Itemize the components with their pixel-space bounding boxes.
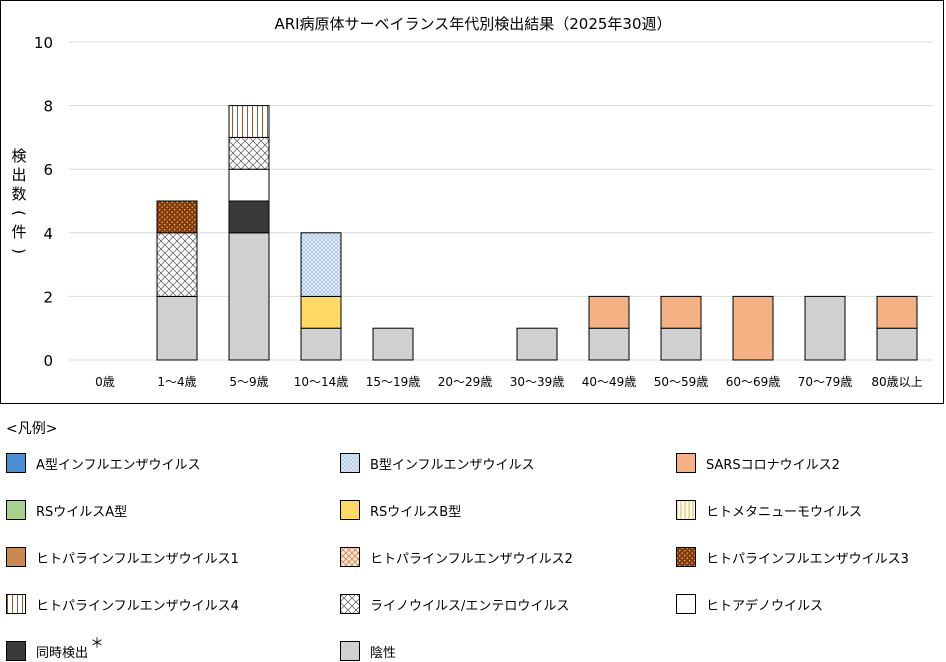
legend-label: 同時検出: [36, 645, 89, 661]
legend-header: <凡例>: [6, 421, 58, 437]
legend-swatch: [340, 594, 360, 614]
legend-label: SARSコロナウイルス2: [706, 457, 840, 473]
legend-label: ヒトパラインフルエンザウイルス1: [36, 551, 239, 567]
legend-swatch: [676, 500, 696, 520]
bar-segment-neg: [372, 327, 414, 361]
x-tick-label: 60〜69歳: [726, 375, 781, 389]
bar-segment-hpiv3: [156, 200, 198, 234]
bar-segment-hpiv4: [228, 105, 270, 138]
bar-segment-neg: [516, 327, 558, 361]
bar-segment-coinf: [228, 200, 270, 234]
legend-item-hmpv: ヒトメタニューモウイルス: [676, 499, 862, 521]
legend-item-hpiv4: ヒトパラインフルエンザウイルス4: [6, 593, 239, 615]
legend-swatch: [6, 453, 26, 473]
legend-swatch: [6, 500, 26, 520]
y-tick-label: 8: [43, 98, 53, 116]
legend-item-rsv_a: RSウイルスA型: [6, 499, 127, 521]
legend-label: 陰性: [370, 645, 397, 661]
legend-label: RSウイルスA型: [36, 504, 128, 520]
y-tick-label: 10: [34, 34, 53, 52]
legend-item-hpiv1: ヒトパラインフルエンザウイルス1: [6, 546, 239, 568]
bar-segment-sars2: [876, 295, 918, 329]
bars: [156, 105, 918, 361]
legend-item-hpiv2: ヒトパラインフルエンザウイルス2: [340, 546, 573, 568]
y-axis-label-char: 件: [11, 223, 26, 241]
bar-segment-adeno: [228, 168, 270, 202]
legend-swatch: [676, 453, 696, 473]
bar-segment-neg: [804, 295, 846, 361]
gridlines: [69, 41, 933, 361]
bar-segment-sars2: [588, 295, 630, 329]
x-tick-label: 20〜29歳: [438, 375, 493, 389]
legend-label: ヒトパラインフルエンザウイルス3: [706, 551, 909, 567]
legend-swatch: [340, 547, 360, 567]
legend-swatch: [340, 453, 360, 473]
legend-swatch: [6, 594, 26, 614]
legend-label: ヒトパラインフルエンザウイルス4: [36, 598, 239, 614]
bar-segment-neg: [300, 327, 342, 361]
x-tick-label: 80歳以上: [871, 375, 922, 389]
y-tick-label: 4: [43, 225, 53, 243]
bar-segment-neg: [660, 327, 702, 361]
x-tick-label: 40〜49歳: [582, 375, 637, 389]
bar-segment-neg: [588, 327, 630, 361]
bar-segment-flu_b: [300, 232, 342, 297]
legend-item-neg: 陰性: [340, 640, 396, 662]
x-tick-label: 0歳: [95, 375, 115, 389]
legend-label: RSウイルスB型: [370, 504, 462, 520]
bar-segment-sars2: [660, 295, 702, 329]
legend-label: ヒトメタニューモウイルス: [706, 504, 863, 520]
legend-item-adeno: ヒトアデノウイルス: [676, 593, 823, 615]
x-tick-label: 30〜39歳: [510, 375, 565, 389]
legend-swatch: [340, 641, 360, 661]
y-axis-label-char: (: [10, 210, 28, 216]
legend-item-sars2: SARSコロナウイルス2: [676, 452, 840, 474]
legend-swatch: [676, 547, 696, 567]
legend-label: A型インフルエンザウイルス: [36, 457, 201, 473]
x-tick-label: 50〜59歳: [654, 375, 709, 389]
legend-swatch: [6, 547, 26, 567]
legend-label: B型インフルエンザウイルス: [370, 457, 535, 473]
y-tick-label: 0: [43, 352, 53, 370]
chart-plot: ARI病原体サーベイランス年代別検出結果（2025年30週） 0 2 4 6 8 10 0…: [10, 15, 933, 389]
chart-frame: ARI病原体サーベイランス年代別検出結果（2025年30週） 0 2 4 6 8 10 0…: [0, 0, 944, 404]
x-tick-label: 10〜14歳: [294, 375, 349, 389]
legend-swatch: [676, 594, 696, 614]
legend-item-rhino: ライノウイルス/エンテロウイルス: [340, 593, 569, 615]
bar-segment-rhino: [228, 136, 270, 170]
bar-segment-neg: [228, 232, 270, 361]
bar-segment-rsv_b: [300, 295, 342, 329]
legend-item-flu_a: A型インフルエンザウイルス: [6, 452, 201, 474]
y-axis-label-char: 出: [11, 166, 26, 184]
y-axis-label-char: ): [10, 248, 28, 254]
legend-item-flu_b: B型インフルエンザウイルス: [340, 452, 535, 474]
bar-segment-sars2: [732, 295, 774, 361]
bar-segment-neg: [876, 327, 918, 361]
x-tick-label: 5〜9歳: [229, 375, 268, 389]
y-tick-label: 6: [43, 161, 53, 179]
x-tick-label: 15〜19歳: [366, 375, 421, 389]
y-axis-label: 検出数 ( 件): [10, 147, 28, 254]
y-axis-ticks: 0 2 4 6 8 10: [34, 34, 53, 370]
legend-swatch: [340, 500, 360, 520]
x-tick-label: 70〜79歳: [798, 375, 853, 389]
y-tick-label: 2: [43, 288, 53, 306]
legend-item-coinf: 同時検出＊: [6, 636, 104, 662]
legend-item-rsv_b: RSウイルスB型: [340, 499, 461, 521]
legend-label: ライノウイルス/エンテロウイルス: [370, 598, 570, 614]
x-axis-ticks: 0歳 1〜4歳 5〜9歳 10〜14歳 15〜19歳 20〜29歳 30〜39歳 40〜49歳…: [95, 375, 922, 389]
legend-label: ヒトパラインフルエンザウイルス2: [370, 551, 573, 567]
x-tick-label: 1〜4歳: [157, 375, 196, 389]
legend-label: ヒトアデノウイルス: [706, 598, 824, 614]
y-axis-label-char: 数: [11, 185, 26, 203]
coinfection-note-mark: ＊: [90, 636, 105, 652]
bar-segment-neg: [156, 295, 198, 361]
chart-title: ARI病原体サーベイランス年代別検出結果（2025年30週）: [274, 15, 671, 33]
bar-segment-rhino: [156, 232, 198, 297]
y-axis-label-char: 検: [11, 147, 26, 165]
legend-swatch: [6, 641, 26, 661]
legend-item-hpiv3: ヒトパラインフルエンザウイルス3: [676, 546, 909, 568]
